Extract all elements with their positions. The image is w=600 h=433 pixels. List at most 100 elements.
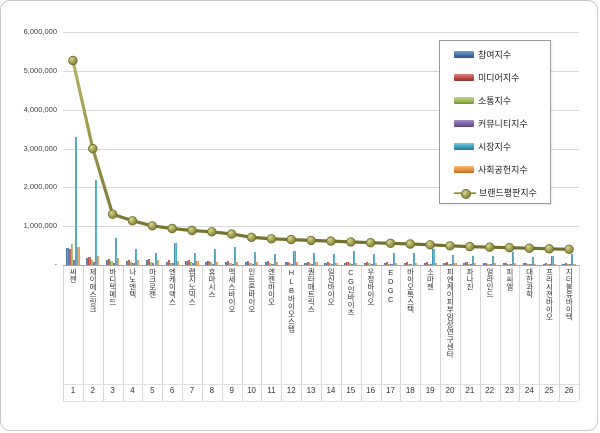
category-separator	[539, 266, 541, 401]
category-separator	[102, 266, 104, 401]
bar-사회공헌지수	[216, 261, 219, 265]
bar-미디어지수	[544, 262, 548, 265]
bar-사회공헌지수	[295, 262, 298, 265]
category-label: 피엔케이피부임상연구센타	[445, 268, 455, 358]
bar-커뮤니티지수	[489, 264, 492, 265]
line-marker	[405, 239, 416, 249]
category-label: CG인바이츠	[346, 268, 356, 316]
bar-시장지수	[352, 250, 356, 265]
bar-미디어지수	[167, 260, 170, 265]
bar-참여지수	[66, 248, 69, 265]
y-tick-label: 2,000,000	[23, 182, 57, 192]
bar-커뮤니티지수	[291, 263, 294, 265]
bar-소통지수	[467, 263, 470, 265]
line-marker	[187, 225, 197, 236]
line-marker	[445, 241, 455, 251]
bar-사회공헌지수	[117, 258, 120, 265]
rank-label: 3	[110, 386, 115, 395]
rank-label: 17	[386, 386, 395, 395]
rank-label: 14	[326, 386, 336, 395]
legend-item-사회공헌지수: 사회공헌지수	[440, 158, 550, 181]
bar-참여지수	[463, 263, 466, 265]
bar-소통지수	[547, 263, 550, 265]
rank-label: 6	[169, 386, 175, 395]
bar-커뮤니티지수	[509, 264, 512, 265]
bar-사회공헌지수	[533, 263, 536, 265]
bar-미디어지수	[187, 259, 190, 265]
category-separator	[559, 266, 561, 401]
bar-사회공헌지수	[97, 255, 100, 265]
bar-사회공헌지수	[434, 263, 437, 265]
category-label: 인트론바이오	[247, 268, 257, 313]
bar-시장지수	[273, 253, 276, 265]
line-marker	[286, 234, 296, 245]
bar-사회공헌지수	[77, 247, 80, 265]
bar-커뮤니티지수	[211, 263, 215, 265]
bar-시장지수	[333, 253, 336, 265]
line-marker	[564, 244, 574, 255]
bar-소통지수	[130, 261, 133, 265]
legend-item-소통지수: 소통지수	[440, 89, 550, 112]
line-marker	[306, 235, 316, 246]
bar-커뮤니티지수	[132, 263, 135, 265]
bar-소통지수	[269, 263, 272, 265]
bar-사회공헌지수	[196, 261, 199, 265]
bar-사회공헌지수	[414, 262, 417, 265]
bar-커뮤니티지수	[311, 264, 314, 265]
legend-item-커뮤니티지수: 커뮤니티지수	[440, 112, 550, 135]
bar-미디어지수	[266, 261, 270, 265]
bar-참여지수	[106, 259, 109, 265]
bar-커뮤니티지수	[370, 264, 373, 265]
legend-swatch-icon	[454, 74, 474, 81]
bar-소통지수	[566, 264, 570, 265]
y-tick-label: -	[54, 260, 58, 269]
legend-item-참여지수: 참여지수	[440, 43, 550, 66]
bar-미디어지수	[524, 262, 528, 265]
line-marker	[167, 223, 177, 234]
bar-사회공헌지수	[454, 263, 457, 265]
category-separator	[579, 266, 580, 401]
bar-참여지수	[403, 262, 406, 265]
bar-시장지수	[372, 254, 375, 265]
bar-소통지수	[70, 244, 73, 265]
bar-사회공헌지수	[573, 263, 576, 265]
gridline	[63, 148, 579, 150]
category-separator	[122, 266, 124, 401]
x-axis-line	[63, 265, 579, 266]
category-separator	[360, 266, 362, 401]
line-marker	[504, 242, 515, 253]
category-separator	[281, 266, 283, 401]
bar-참여지수	[423, 263, 426, 265]
gridline	[63, 71, 579, 72]
rank-label: 21	[465, 386, 475, 395]
rank-label: 22	[485, 386, 495, 395]
rank-label: 18	[405, 386, 415, 395]
bar-커뮤니티지수	[152, 263, 155, 265]
category-separator	[261, 266, 263, 401]
bar-시장지수	[491, 256, 495, 265]
bar-시장지수	[452, 254, 455, 265]
bar-미디어지수	[445, 262, 448, 265]
bar-커뮤니티지수	[569, 264, 572, 265]
line-marker	[226, 229, 237, 239]
legend-swatch-icon	[454, 143, 474, 150]
rank-label: 1	[70, 386, 76, 395]
category-separator	[321, 266, 322, 401]
bar-사회공헌지수	[275, 262, 278, 265]
bar-커뮤니티지수	[350, 264, 353, 265]
line-marker	[524, 243, 535, 253]
bar-커뮤니티지수	[390, 264, 393, 265]
bar-사회공헌지수	[355, 262, 358, 265]
bar-시장지수	[174, 242, 177, 265]
line-marker	[207, 227, 217, 237]
bar-참여지수	[364, 262, 367, 265]
rank-label: 12	[286, 386, 296, 395]
rank-label: 7	[189, 386, 195, 395]
bar-미디어지수	[207, 260, 210, 265]
line-marker	[246, 232, 257, 243]
category-separator	[380, 266, 382, 401]
bar-참여지수	[205, 261, 208, 265]
category-label: 우정바이오	[366, 268, 376, 306]
bar-소통지수	[189, 262, 192, 265]
bar-소통지수	[110, 261, 113, 265]
